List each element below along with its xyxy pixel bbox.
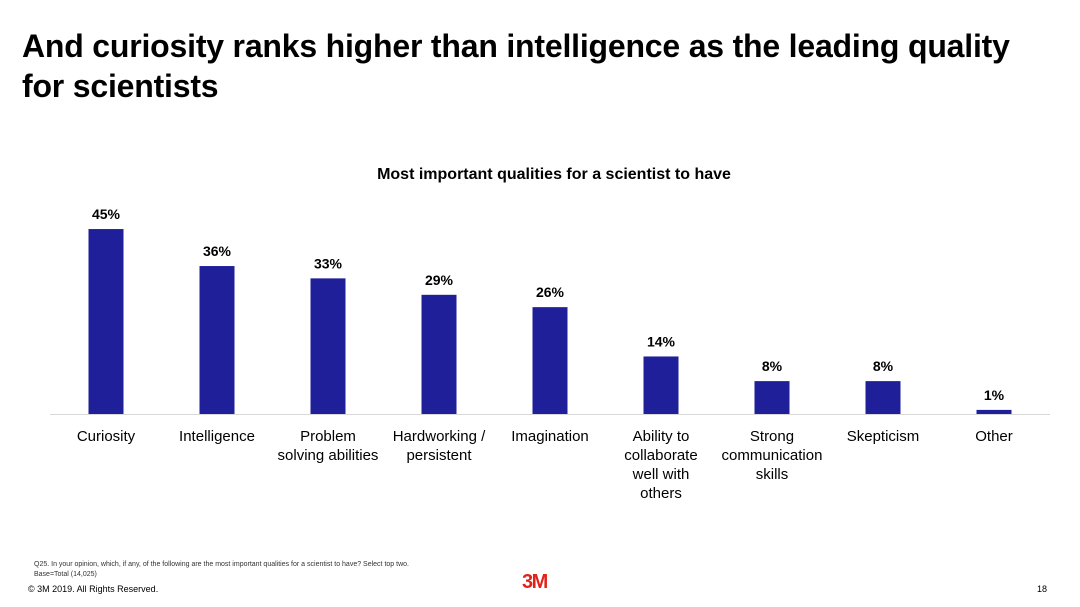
page-number: 18: [1036, 584, 1047, 594]
category-label: Imagination: [511, 428, 589, 445]
category-label: Strong: [750, 428, 794, 445]
data-label: 1%: [984, 387, 1005, 403]
category-label: Other: [975, 428, 1013, 445]
bar: [976, 409, 1012, 414]
chart-title: Most important qualities for a scientist…: [377, 166, 731, 183]
data-label: 29%: [425, 272, 454, 288]
category-label: skills: [756, 466, 789, 483]
data-label: 36%: [203, 243, 232, 259]
bar: [88, 229, 124, 414]
category-label: Intelligence: [179, 428, 255, 445]
data-label: 14%: [647, 333, 676, 349]
data-label: 26%: [536, 284, 565, 300]
footnote-base: Base=Total (14,025): [34, 571, 97, 578]
footnote-question: Q25. In your opinion, which, if any, of …: [34, 561, 409, 568]
bar: [310, 278, 346, 414]
category-label: communication: [722, 447, 823, 464]
bar: [865, 381, 901, 414]
category-label: Ability to: [633, 428, 690, 445]
bar: [754, 381, 790, 414]
copyright-text: © 3M 2019. All Rights Reserved.: [28, 584, 159, 594]
bar: [532, 307, 568, 414]
category-label: collaborate: [624, 447, 697, 464]
3m-logo: 3M: [522, 571, 548, 593]
bar: [643, 356, 679, 414]
data-label: 8%: [762, 358, 783, 374]
data-label: 8%: [873, 358, 894, 374]
bar: [199, 266, 235, 414]
data-label: 33%: [314, 255, 343, 271]
category-label: Curiosity: [77, 428, 136, 445]
category-label: persistent: [406, 447, 472, 464]
bar: [421, 294, 457, 414]
category-label: Skepticism: [847, 428, 920, 445]
bar-chart: 45% Curiosity 36% Intelligence 33% Problem sol…: [50, 206, 1050, 502]
slide-title: And curiosity ranks higher than intellig…: [22, 28, 1010, 104]
category-label: Hardworking /: [393, 428, 486, 445]
category-label: well with: [632, 466, 690, 483]
category-label: solving abilities: [278, 447, 379, 464]
category-label: Problem: [300, 428, 356, 445]
footnote: Q25. In your opinion, which, if any, of …: [34, 560, 409, 580]
category-label: others: [640, 485, 682, 502]
data-label: 45%: [92, 206, 121, 222]
